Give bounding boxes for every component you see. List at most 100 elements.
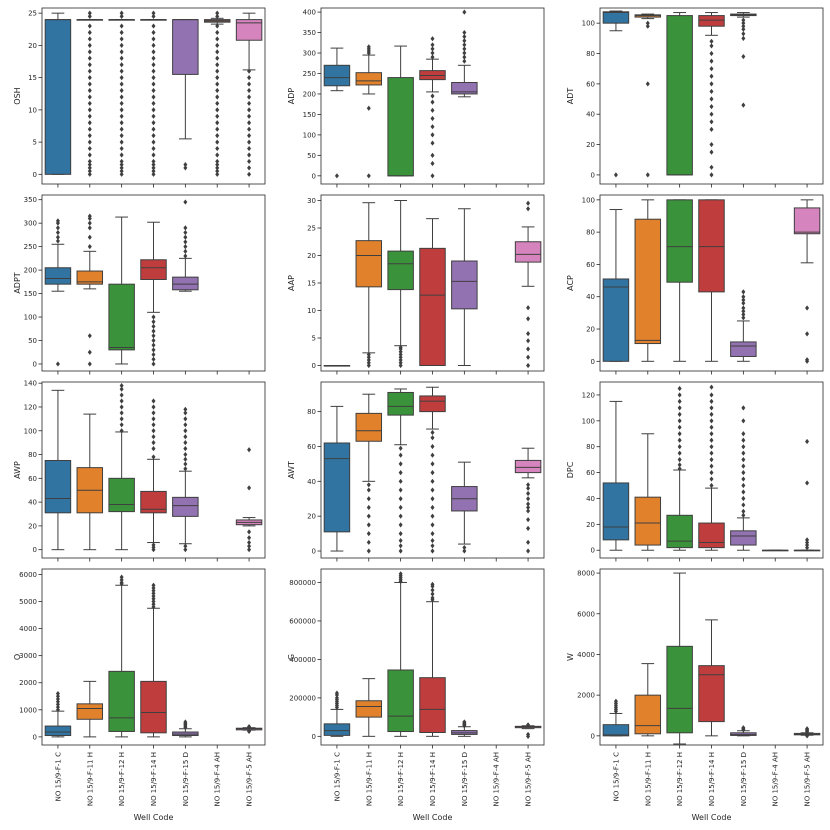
outlier-point [334, 695, 339, 701]
outlier-point [334, 173, 339, 179]
outlier-point [430, 531, 435, 537]
outlier-point [430, 50, 435, 56]
outlier-point [709, 126, 714, 132]
outlier-point [119, 428, 124, 434]
outlier-point [709, 164, 714, 170]
outlier-point [183, 461, 188, 467]
outlier-point [741, 17, 746, 23]
outlier-point [119, 94, 124, 100]
outlier-point [741, 308, 746, 314]
outlier-point [247, 447, 252, 453]
outlier-point [430, 543, 435, 549]
outlier-point [151, 590, 156, 596]
outlier-point [119, 107, 124, 113]
outlier-point [526, 305, 531, 311]
ytick-label: 80 [586, 229, 595, 237]
box-body [140, 680, 167, 734]
ytick-label: 100 [582, 20, 595, 28]
outlier-point [87, 107, 92, 113]
outlier-point [526, 346, 531, 352]
axes-frame [599, 381, 824, 559]
box-body [666, 514, 693, 549]
outlier-point [398, 543, 403, 549]
category-label: NO 15/9-F-14 H [150, 752, 158, 806]
box-body [140, 259, 167, 280]
outlier-point [462, 34, 467, 40]
outlier-point [430, 93, 435, 99]
ytick-label: 30 [307, 197, 316, 205]
outlier-point [709, 141, 714, 148]
outlier-point [430, 429, 435, 436]
outlier-point [183, 451, 188, 458]
ytick-label: 10 [28, 106, 37, 114]
ytick-label: 5000 [19, 598, 37, 606]
outlier-point [805, 726, 810, 732]
category-label: NO 15/9-F-1 C [333, 752, 341, 801]
outlier-point [526, 316, 531, 322]
ytick-label: 400 [303, 9, 316, 17]
box-2 [634, 433, 662, 551]
outlier-point [709, 172, 714, 178]
box-5 [172, 19, 199, 171]
outlier-point [741, 26, 746, 32]
outlier-point [366, 173, 371, 179]
ytick-label: 80 [28, 451, 37, 459]
outlier-point [183, 410, 188, 416]
outlier-point [215, 75, 220, 81]
ytick-label: 40 [586, 111, 595, 119]
outlier-point [55, 225, 60, 231]
ytick-label: 80 [586, 443, 595, 451]
outlier-point [119, 162, 124, 168]
box-6 [761, 549, 789, 552]
outlier-point [805, 438, 810, 445]
outlier-point [741, 300, 746, 306]
ytick-label: 100 [582, 417, 595, 425]
category-label: NO 15/9-F-12 H [676, 752, 684, 806]
panel-osh: 0 5 10 15 20 25 OSH [13, 7, 266, 188]
outlier-point [119, 100, 124, 107]
box-body [419, 677, 446, 733]
outlier-point [119, 422, 124, 428]
ytick-label: 0 [33, 171, 37, 179]
box-4 [698, 384, 725, 551]
outlier-point [119, 55, 124, 61]
outlier-point [215, 100, 220, 107]
box-body [730, 530, 757, 546]
ytick-label: 100 [303, 131, 316, 139]
outlier-point [247, 145, 252, 152]
outlier-point [366, 548, 371, 554]
outlier-point [215, 62, 220, 68]
outlier-point [741, 418, 746, 424]
outlier-point [151, 445, 156, 452]
outlier-point [87, 349, 92, 355]
outlier-point [677, 392, 682, 398]
outlier-point [430, 42, 435, 48]
outlier-point [741, 31, 746, 37]
outlier-point [151, 139, 156, 145]
outlier-point [247, 539, 252, 546]
outlier-point [247, 535, 252, 541]
outlier-point [119, 120, 124, 126]
outlier-point [87, 62, 92, 68]
box-5 [451, 719, 478, 737]
axes-frame [320, 194, 545, 372]
outlier-point [805, 537, 810, 543]
outlier-point [613, 698, 618, 704]
outlier-point [183, 406, 188, 412]
box-7 [793, 726, 821, 739]
outlier-point [741, 508, 746, 515]
outlier-point [526, 508, 531, 514]
box-body [602, 11, 630, 24]
box-2 [355, 393, 383, 554]
panel-adpt: 0 50 100 150 200 250 300 350 ADPT [13, 194, 266, 375]
outlier-point [55, 690, 60, 697]
ytick-label: 0 [591, 358, 595, 366]
outlier-point [87, 234, 92, 240]
outlier-point [215, 126, 220, 132]
outlier-point [462, 54, 467, 60]
box-body [666, 645, 693, 734]
outlier-point [741, 431, 746, 437]
box-body [108, 283, 135, 351]
outlier-point [87, 36, 92, 42]
outlier-point [398, 362, 403, 369]
